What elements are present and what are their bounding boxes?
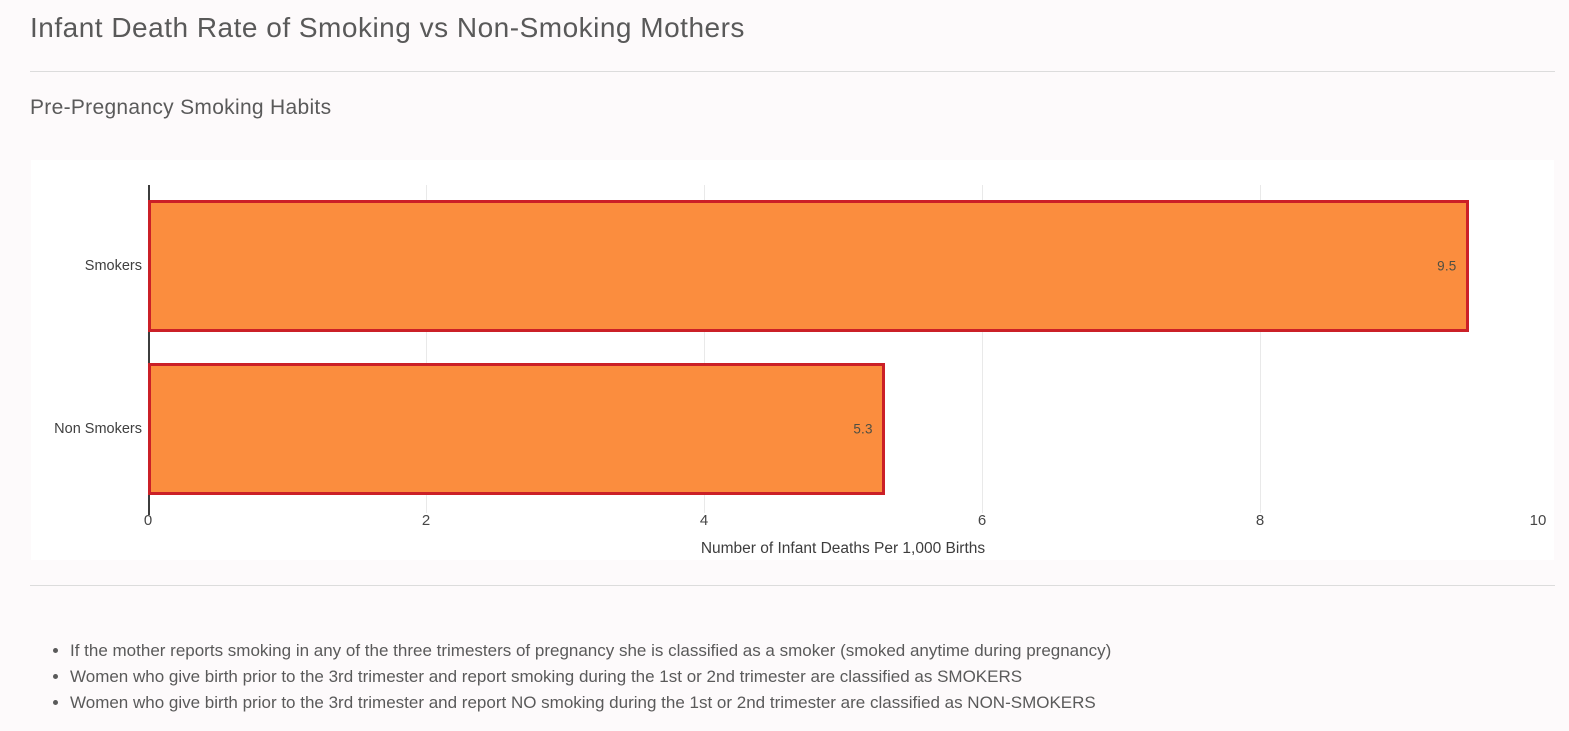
x-tick-label: 6	[977, 512, 987, 529]
x-tick-label: 10	[1529, 512, 1547, 529]
x-axis-ticks: 0 2 4 6 8 10	[144, 512, 1547, 532]
chart-subtitle: Pre-Pregnancy Smoking Habits	[30, 96, 332, 119]
y-axis-line	[148, 185, 150, 515]
x-axis-title: Number of Infant Deaths Per 1,000 Births	[700, 540, 986, 557]
notes-list: If the mother reports smoking in any of …	[52, 638, 1512, 716]
gridline	[704, 185, 705, 513]
footer-divider	[30, 585, 1555, 586]
note-item: Women who give birth prior to the 3rd tr…	[70, 664, 1512, 690]
gridline	[982, 185, 983, 513]
bar-value-label: 9.5	[1437, 258, 1457, 274]
note-item: If the mother reports smoking in any of …	[70, 638, 1512, 664]
x-tick-label: 8	[1255, 512, 1265, 529]
gridline	[426, 185, 427, 513]
gridline	[1260, 185, 1261, 513]
x-tick-label: 2	[421, 512, 431, 529]
bar-smokers: 9.5	[148, 200, 1469, 333]
bar-non-smokers: 5.3	[148, 362, 885, 495]
bar-value-label: 5.3	[853, 421, 873, 437]
note-item: Women who give birth prior to the 3rd tr…	[70, 690, 1512, 716]
bar-chart-plot-area: 9.5 5.3	[148, 185, 1538, 515]
x-tick-label: 0	[143, 512, 153, 529]
y-category-label: Smokers	[84, 258, 142, 275]
page-title: Infant Death Rate of Smoking vs Non-Smok…	[30, 12, 745, 43]
x-tick-label: 4	[699, 512, 709, 529]
y-category-label: Non Smokers	[54, 420, 142, 437]
header-divider	[30, 71, 1555, 72]
chart-panel: Smokers Non Smokers 9.5 5.3 0 2 4 6 8 10 Number…	[31, 160, 1554, 560]
y-axis-labels: Smokers Non Smokers	[31, 185, 144, 510]
